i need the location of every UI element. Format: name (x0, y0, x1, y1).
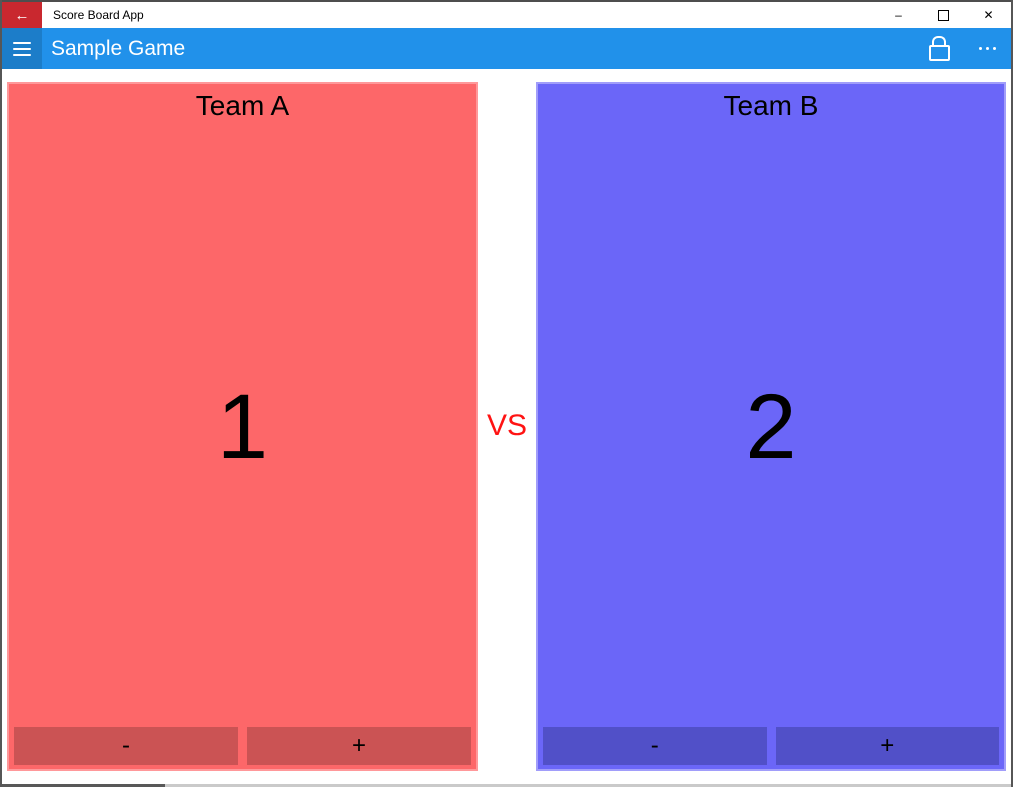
team-a-panel: Team A 1 - + (7, 82, 478, 771)
ellipsis-icon (978, 47, 996, 50)
lock-icon (932, 36, 946, 46)
minimize-button[interactable]: – (876, 2, 921, 28)
more-options-button[interactable] (963, 28, 1011, 69)
back-button[interactable]: ← (2, 2, 42, 28)
minimize-icon: – (895, 8, 902, 22)
team-b-increment-button[interactable]: + (775, 727, 999, 765)
maximize-icon (938, 9, 949, 21)
team-a-decrement-button[interactable]: - (14, 727, 238, 765)
team-b-decrement-button[interactable]: - (543, 727, 767, 765)
team-a-buttons: - + (14, 727, 471, 765)
close-button[interactable]: ✕ (966, 2, 1011, 28)
team-b-buttons: - + (543, 727, 999, 765)
back-arrow-icon: ← (14, 6, 30, 24)
window-border-left (0, 0, 2, 787)
team-b-name: Team B (723, 90, 819, 121)
lock-button[interactable] (915, 28, 963, 69)
team-a-name: Team A (195, 90, 290, 121)
maximize-button[interactable] (921, 2, 966, 28)
game-title: Sample Game (51, 36, 186, 60)
hamburger-menu-button[interactable] (2, 28, 42, 69)
team-b-panel: Team B 2 - + (536, 82, 1006, 771)
appbar: Sample Game (2, 28, 1011, 69)
close-icon: ✕ (983, 8, 994, 22)
team-a-increment-button[interactable]: + (247, 727, 471, 765)
team-a-score: 1 (216, 375, 269, 478)
horizontal-scrollbar[interactable] (0, 784, 1013, 787)
vs-label: VS (486, 409, 528, 442)
window-controls: – ✕ (876, 2, 1011, 28)
team-b-score: 2 (745, 375, 797, 478)
window-title: Score Board App (53, 8, 144, 22)
appbar-actions (915, 28, 1011, 69)
hamburger-icon (13, 41, 31, 44)
horizontal-scrollbar-thumb[interactable] (0, 784, 165, 787)
titlebar: ← Score Board App – ✕ (2, 2, 1011, 28)
